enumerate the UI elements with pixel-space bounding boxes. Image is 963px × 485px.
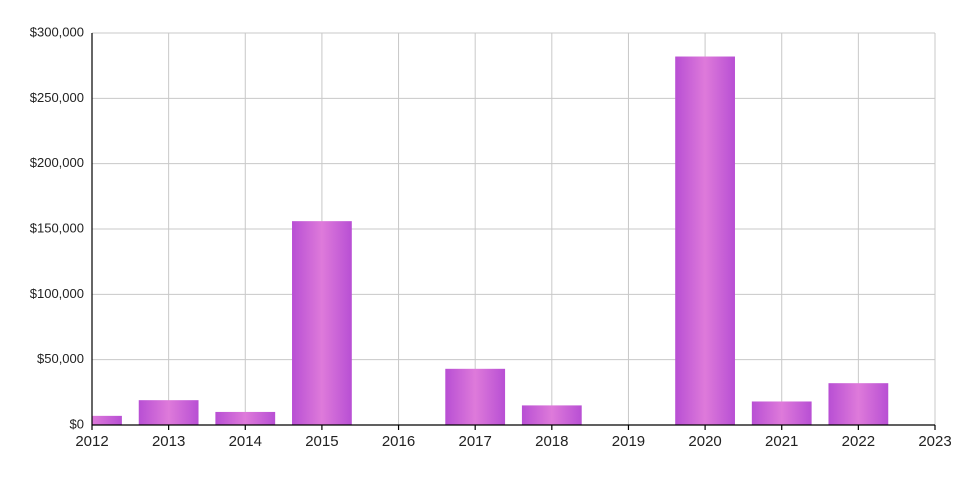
bar — [675, 56, 735, 425]
bar — [138, 400, 199, 425]
bar — [215, 411, 276, 425]
y-tick-label: $0 — [70, 416, 84, 431]
x-tick-label: 2012 — [75, 433, 108, 450]
bar — [751, 401, 812, 425]
bar — [828, 383, 889, 425]
x-tick-label: 2020 — [688, 433, 721, 450]
bar — [292, 221, 352, 425]
bar — [92, 415, 122, 425]
x-tick-label: 2019 — [612, 433, 645, 450]
x-tick-label: 2013 — [152, 433, 185, 450]
x-tick-label: 2021 — [765, 433, 798, 450]
x-tick-label: 2023 — [918, 433, 951, 450]
x-tick-label: 2017 — [458, 433, 491, 450]
x-tick-label: 2018 — [535, 433, 568, 450]
y-tick-label: $100,000 — [30, 286, 84, 301]
x-tick-label: 2022 — [842, 433, 875, 450]
y-tick-label: $50,000 — [37, 351, 84, 366]
y-tick-label: $150,000 — [30, 220, 84, 235]
y-tick-label: $300,000 — [30, 24, 84, 39]
bar — [445, 368, 506, 425]
y-tick-label: $250,000 — [30, 90, 84, 105]
y-tick-label: $200,000 — [30, 155, 84, 170]
x-tick-label: 2014 — [229, 433, 262, 450]
x-tick-label: 2015 — [305, 433, 338, 450]
x-tick-label: 2016 — [382, 433, 415, 450]
bar — [521, 405, 582, 425]
